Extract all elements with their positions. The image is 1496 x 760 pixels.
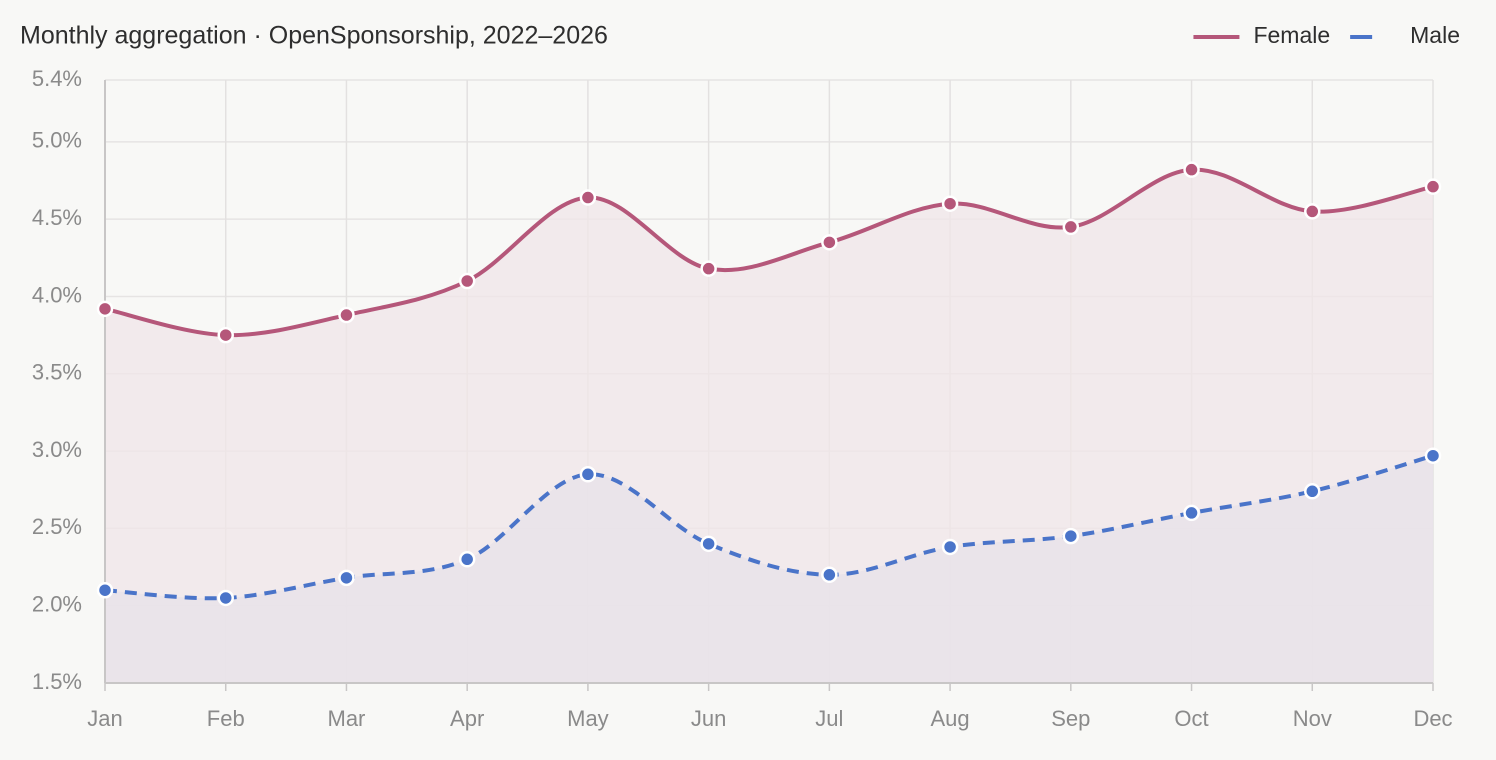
- point: [821, 566, 838, 584]
- legend-label: Female: [1253, 22, 1330, 48]
- x-tick-label: Nov: [1293, 706, 1332, 731]
- point: [1424, 178, 1442, 195]
- y-tick-label: 2.5%: [32, 514, 82, 539]
- point: [1183, 504, 1200, 522]
- y-tick-label: 4.5%: [32, 205, 82, 230]
- point: [579, 466, 597, 483]
- point: [700, 260, 717, 277]
- x-tick-label: Dec: [1413, 706, 1452, 731]
- point: [217, 589, 234, 607]
- y-tick-label: 1.5%: [32, 669, 82, 694]
- point: [458, 272, 476, 290]
- point: [821, 234, 838, 251]
- point: [1062, 218, 1080, 236]
- line: [104, 453, 1434, 601]
- y-tick-label: 4.0%: [32, 282, 82, 307]
- x-tick-label: Jan: [87, 706, 122, 731]
- x-tick-label: May: [567, 706, 609, 731]
- chart-title: Monthly aggregation · OpenSponsorship, 2…: [20, 22, 608, 50]
- x-tick-label: Jun: [691, 706, 726, 731]
- point: [96, 300, 114, 318]
- point: [1424, 447, 1442, 464]
- x-tick-label: Mar: [328, 706, 366, 731]
- areas: [105, 169, 1433, 683]
- point: [1304, 483, 1321, 500]
- y-tick-label: 3.0%: [32, 437, 82, 462]
- point: [338, 306, 355, 324]
- y-tick-label: 3.5%: [32, 360, 82, 385]
- x-tick-label: Aug: [931, 706, 970, 731]
- point: [941, 195, 959, 212]
- point: [217, 326, 234, 344]
- x-tick-label: Feb: [207, 706, 245, 731]
- y-tick-label: 2.0%: [32, 592, 82, 617]
- legend-label: Male: [1410, 22, 1460, 48]
- area: [105, 455, 1433, 683]
- line: [104, 167, 1434, 338]
- x-tick-label: Apr: [450, 706, 484, 731]
- y-tick-label: 5.0%: [32, 128, 82, 153]
- point: [338, 569, 355, 587]
- x-tick-label: Oct: [1174, 706, 1208, 731]
- point: [1062, 527, 1080, 545]
- x-tick-label: Sep: [1051, 706, 1090, 731]
- point: [941, 538, 959, 556]
- point: [1183, 161, 1200, 178]
- point: [700, 535, 717, 553]
- y-tick-label: 5.4%: [32, 66, 82, 91]
- point: [579, 189, 597, 206]
- x-tick-label: Jul: [815, 706, 843, 731]
- point: [458, 551, 476, 568]
- point: [96, 581, 114, 599]
- point: [1304, 203, 1321, 220]
